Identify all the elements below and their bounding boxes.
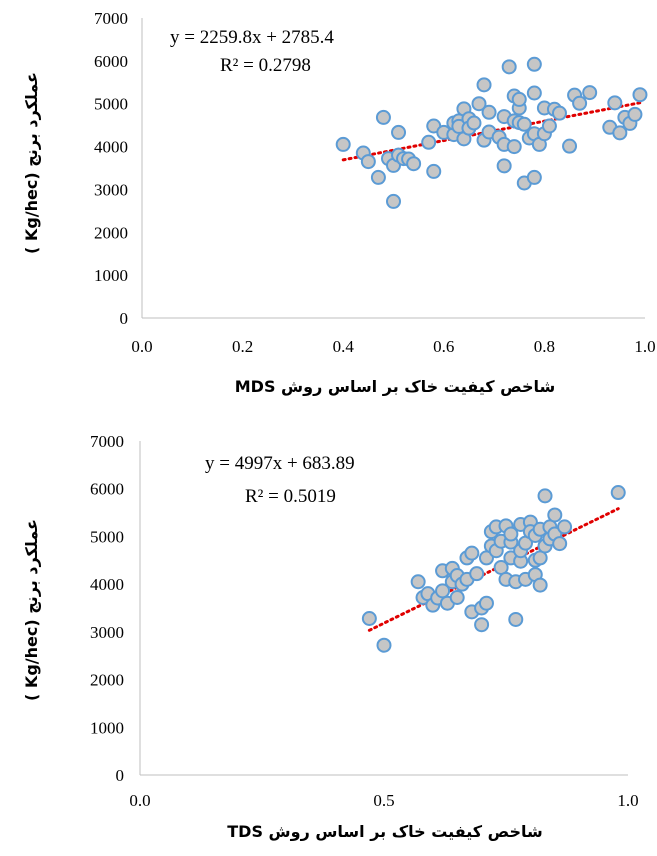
x-tick-label: 0.8 bbox=[534, 337, 555, 356]
chart-1-points bbox=[335, 56, 648, 209]
data-point bbox=[406, 156, 422, 172]
data-point bbox=[508, 611, 524, 627]
data-point bbox=[481, 104, 497, 120]
chart-2-points bbox=[361, 485, 626, 653]
y-tick-label: 7000 bbox=[94, 9, 128, 28]
x-tick-label: 0.0 bbox=[129, 791, 150, 810]
data-point bbox=[562, 138, 578, 154]
data-point bbox=[582, 85, 598, 101]
chart-1-x-tick-labels: 0.0 0.2 0.4 0.6 0.8 1.0 bbox=[131, 337, 655, 356]
data-point bbox=[627, 106, 643, 122]
y-tick-label: 3000 bbox=[90, 623, 124, 642]
x-tick-label: 0.0 bbox=[131, 337, 152, 356]
data-point bbox=[526, 85, 542, 101]
data-point bbox=[466, 115, 482, 131]
data-point bbox=[376, 637, 392, 653]
data-point bbox=[426, 163, 442, 179]
y-tick-label: 7000 bbox=[90, 432, 124, 451]
data-point bbox=[516, 116, 532, 132]
data-point bbox=[335, 136, 351, 152]
data-point bbox=[435, 583, 451, 599]
data-point bbox=[375, 109, 391, 125]
y-tick-label: 4000 bbox=[90, 575, 124, 594]
data-point bbox=[410, 574, 426, 590]
data-point bbox=[469, 566, 485, 582]
y-tick-label: 3000 bbox=[94, 180, 128, 199]
y-tick-label: 6000 bbox=[90, 480, 124, 499]
chart-2-y-tick-labels: 0 1000 2000 3000 4000 5000 6000 7000 bbox=[90, 432, 124, 785]
data-point bbox=[386, 193, 401, 209]
data-point bbox=[537, 488, 553, 504]
data-point bbox=[503, 526, 519, 542]
data-point bbox=[449, 590, 465, 606]
data-point bbox=[610, 485, 626, 501]
data-point bbox=[607, 95, 623, 111]
y-tick-label: 2000 bbox=[90, 671, 124, 690]
data-point bbox=[551, 105, 567, 121]
data-point bbox=[557, 519, 573, 535]
x-tick-label: 0.2 bbox=[232, 337, 253, 356]
chart-2-x-tick-labels: 0.0 0.5 1.0 bbox=[129, 791, 638, 810]
y-tick-label: 1000 bbox=[90, 718, 124, 737]
data-point bbox=[471, 96, 487, 112]
y-tick-label: 5000 bbox=[94, 95, 128, 114]
chart-2-x-axis-label: شاخص کیفیت خاک بر اساس روش TDS bbox=[227, 822, 542, 841]
data-point bbox=[526, 56, 542, 72]
data-point bbox=[501, 59, 517, 75]
y-tick-label: 2000 bbox=[94, 223, 128, 242]
data-point bbox=[476, 77, 492, 93]
chart-1-trend-r2: R² = 0.2798 bbox=[220, 55, 311, 76]
data-point bbox=[360, 154, 376, 170]
data-point bbox=[632, 87, 648, 103]
y-tick-label: 6000 bbox=[94, 52, 128, 71]
x-tick-label: 1.0 bbox=[617, 791, 638, 810]
chart-2-y-axis-label: عملکرد برنج (Kg/hec ) bbox=[22, 519, 41, 701]
data-point bbox=[526, 169, 542, 185]
data-point bbox=[464, 545, 480, 561]
data-point bbox=[572, 95, 588, 111]
chart-1-y-axis-label: عملکرد برنج (Kg/hec ) bbox=[22, 72, 41, 254]
chart-1-x-axis-label: شاخص کیفیت خاک بر اساس روش MDS bbox=[235, 377, 556, 396]
data-point bbox=[478, 595, 494, 611]
x-tick-label: 0.5 bbox=[373, 791, 394, 810]
data-point bbox=[370, 169, 386, 185]
chart-2-trend-equation: y = 4997x + 683.89 bbox=[205, 453, 355, 474]
data-point bbox=[421, 134, 437, 150]
x-tick-label: 0.4 bbox=[333, 337, 355, 356]
chart-2-trendline bbox=[367, 507, 620, 632]
chart-2-trend-r2: R² = 0.5019 bbox=[245, 486, 336, 507]
data-point bbox=[361, 610, 377, 626]
y-tick-label: 4000 bbox=[94, 138, 128, 157]
x-tick-label: 0.6 bbox=[433, 337, 454, 356]
data-point bbox=[547, 507, 563, 523]
data-point bbox=[496, 158, 512, 174]
data-point bbox=[474, 617, 490, 633]
data-point bbox=[612, 125, 628, 141]
data-point bbox=[532, 577, 548, 593]
data-point bbox=[552, 536, 568, 552]
y-tick-label: 0 bbox=[116, 766, 125, 785]
x-tick-label: 1.0 bbox=[634, 337, 655, 356]
chart-1-trend-equation: y = 2259.8x + 2785.4 bbox=[170, 27, 334, 48]
data-point bbox=[541, 118, 557, 134]
data-point bbox=[511, 91, 527, 107]
y-tick-label: 0 bbox=[120, 309, 129, 328]
y-tick-label: 5000 bbox=[90, 527, 124, 546]
data-point bbox=[506, 139, 522, 155]
chart-1-y-tick-labels: 0 1000 2000 3000 4000 5000 6000 7000 bbox=[94, 9, 128, 328]
y-tick-label: 1000 bbox=[94, 266, 128, 285]
data-point bbox=[391, 124, 407, 140]
